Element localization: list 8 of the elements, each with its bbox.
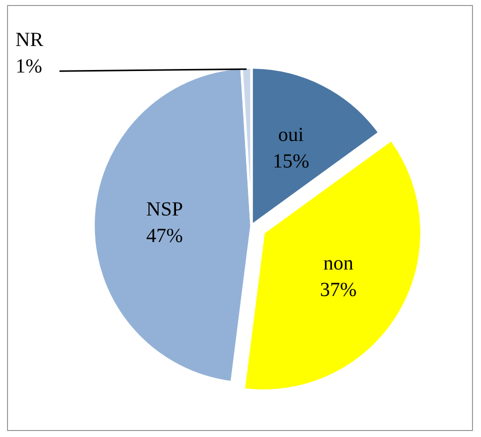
slice-label: non <box>323 252 354 275</box>
slice-label: NSP <box>146 198 183 221</box>
data-label: 47% <box>146 224 183 247</box>
slice-label: NR <box>16 29 44 52</box>
data-label: 15% <box>272 150 310 172</box>
slice-label: oui <box>278 124 304 146</box>
data-label: 37% <box>320 279 357 302</box>
data-label: 1% <box>16 56 42 78</box>
